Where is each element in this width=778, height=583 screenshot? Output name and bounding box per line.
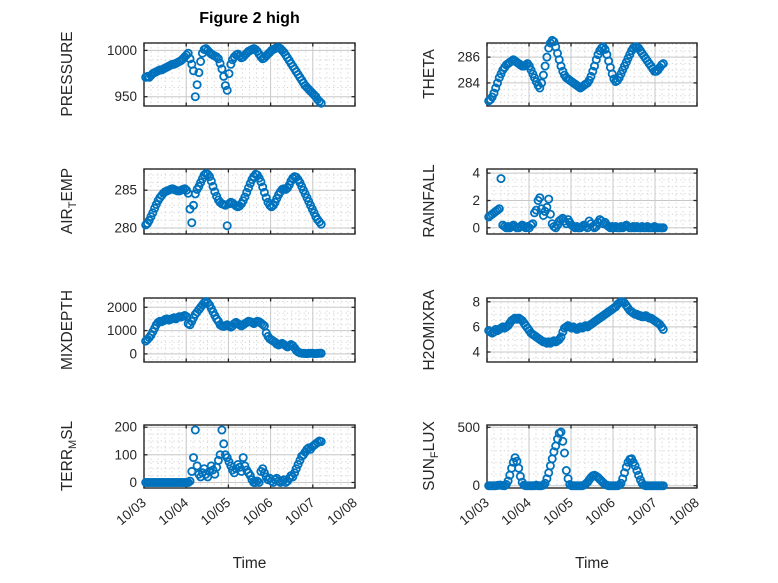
minor-grid	[144, 169, 355, 234]
y-tick-labels: 4 6 8	[472, 294, 480, 359]
ylabel-subscript: F	[429, 451, 441, 459]
y-tick-labels: 0 2 4	[472, 166, 480, 236]
axes-box	[143, 168, 356, 235]
y-tick-labels: 0 100 200	[114, 420, 137, 490]
axes-box	[486, 424, 698, 489]
plot-canvas: 0 100 200 10/03 10/04 10/05 10/06 10/07 10/08	[113, 420, 360, 528]
plot-canvas: 950 1000	[107, 42, 356, 108]
svg-text:1000: 1000	[107, 43, 137, 58]
figure-title: Figure 2 high	[199, 10, 300, 27]
svg-text:500: 500	[457, 420, 480, 435]
svg-text:1000: 1000	[107, 323, 137, 338]
svg-text:4: 4	[472, 345, 480, 360]
subplot-h2omixra: 4 6 8	[472, 294, 698, 363]
ylabel-text: RAINFALL	[421, 164, 438, 238]
plot-canvas: 280 285	[114, 168, 356, 236]
svg-text:10/05: 10/05	[540, 495, 576, 528]
tick-marks	[143, 298, 356, 362]
ylabel-text: EMP	[59, 167, 76, 202]
x-axis-label-right: Time	[575, 555, 609, 572]
y-tick-labels: 950 1000	[107, 43, 137, 104]
svg-text:10/04: 10/04	[498, 495, 534, 529]
svg-text:10/08: 10/08	[666, 495, 702, 528]
svg-text:10/07: 10/07	[624, 495, 660, 528]
subplot-terr-msl: 0 100 200 10/03 10/04 10/05 10/06 10/07 10/08	[113, 420, 360, 528]
ylabel-text: SUN	[421, 458, 438, 491]
svg-text:2: 2	[472, 193, 480, 208]
ylabel-text: TERR	[59, 448, 76, 492]
axes-box	[486, 42, 698, 107]
svg-text:284: 284	[457, 75, 480, 90]
tick-marks	[486, 298, 698, 362]
svg-text:10/08: 10/08	[324, 495, 360, 528]
y-tick-labels: 284 286	[457, 50, 480, 91]
data-points	[141, 297, 326, 359]
svg-text:10/06: 10/06	[582, 495, 618, 528]
subplot-pressure: 950 1000	[107, 42, 356, 108]
svg-text:100: 100	[114, 447, 137, 462]
tick-marks	[143, 169, 356, 234]
ylabel-subscript: T	[67, 201, 79, 209]
svg-text:10/04: 10/04	[156, 495, 192, 529]
svg-text:0: 0	[129, 475, 137, 490]
data-points	[141, 169, 326, 231]
y-tick-labels: 0 500	[457, 420, 480, 493]
ylabel-sun-flux: SUNFLUX	[419, 356, 441, 556]
tick-marks	[486, 169, 698, 234]
svg-text:10/06: 10/06	[240, 495, 276, 528]
svg-text:2000: 2000	[107, 300, 137, 315]
tick-marks	[143, 43, 356, 106]
svg-text:280: 280	[114, 221, 137, 236]
ylabel-text: SL	[59, 420, 76, 440]
plot-canvas: 0 500 10/03 10/04 10/05 10/06 10/07 10/08	[456, 420, 702, 528]
data-points	[141, 43, 326, 108]
axes-box	[143, 424, 356, 489]
svg-text:285: 285	[114, 183, 137, 198]
subplot-theta: 284 286	[457, 35, 698, 107]
axes-box	[486, 168, 698, 235]
plot-canvas: 0 2 4	[472, 166, 698, 235]
svg-text:950: 950	[114, 89, 137, 104]
svg-text:0: 0	[472, 478, 480, 493]
y-tick-labels: 0 1000 2000	[107, 300, 137, 362]
subplot-rainfall: 0 2 4	[472, 166, 698, 235]
svg-text:200: 200	[114, 420, 137, 435]
svg-text:10/07: 10/07	[282, 495, 318, 528]
ylabel-terr-msl: TERRMSL	[57, 356, 79, 556]
svg-text:10/03: 10/03	[113, 495, 149, 528]
x-tick-labels: 10/03 10/04 10/05 10/06 10/07 10/08	[113, 495, 360, 529]
subplot-mixdepth: 0 1000 2000	[107, 297, 356, 363]
svg-text:4: 4	[472, 166, 480, 181]
plot-canvas: 284 286	[457, 35, 698, 107]
svg-text:8: 8	[472, 294, 480, 309]
ylabel-subscript: M	[67, 439, 79, 449]
svg-text:6: 6	[472, 319, 480, 334]
data-points	[141, 425, 326, 488]
ylabel-text: THETA	[421, 49, 438, 99]
data-points	[484, 174, 668, 233]
ylabel-text: LUX	[421, 421, 438, 452]
svg-text:0: 0	[129, 346, 137, 361]
svg-text:10/05: 10/05	[198, 495, 234, 528]
svg-text:0: 0	[472, 220, 480, 235]
data-points	[484, 297, 668, 348]
minor-grid	[144, 43, 355, 106]
x-tick-labels: 10/03 10/04 10/05 10/06 10/07 10/08	[456, 495, 702, 529]
data-points	[484, 35, 668, 106]
subplot-air-temp: 280 285	[114, 168, 356, 236]
plot-canvas: 0 1000 2000	[107, 297, 356, 363]
x-axis-label-left: Time	[232, 555, 267, 572]
svg-text:10/03: 10/03	[456, 495, 492, 528]
plot-canvas: 4 6 8	[472, 294, 698, 363]
subplot-sun-flux: 0 500 10/03 10/04 10/05 10/06 10/07 10/08	[456, 420, 702, 528]
data-points	[484, 427, 668, 491]
y-tick-labels: 280 285	[114, 183, 137, 236]
svg-text:286: 286	[457, 50, 480, 65]
